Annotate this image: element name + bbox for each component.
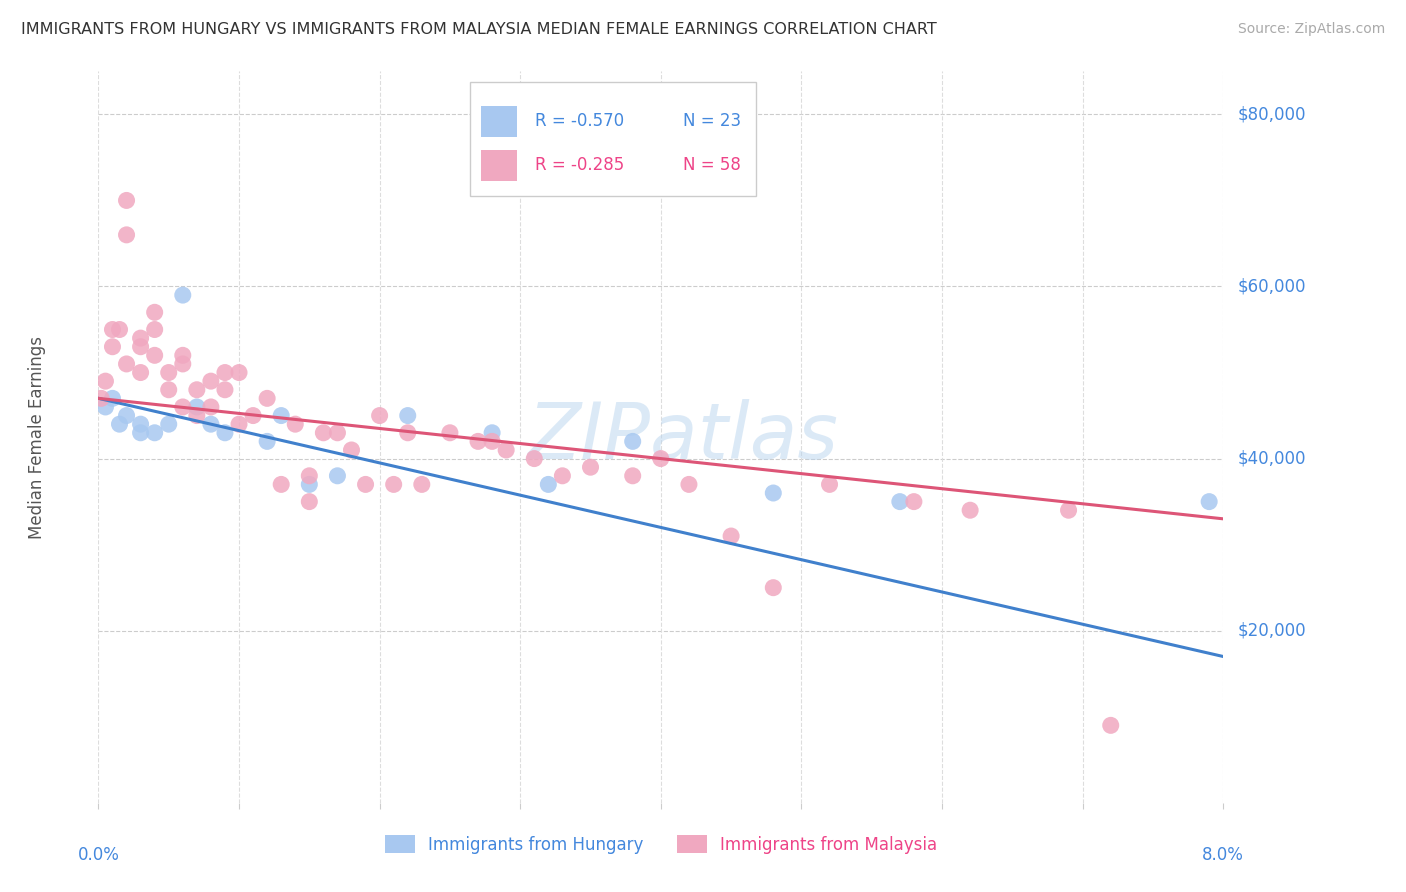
Point: [129, 425, 152, 440]
Text: IMMIGRANTS FROM HUNGARY VS IMMIGRANTS FROM MALAYSIA MEDIAN FEMALE EARNINGS CORRE: IMMIGRANTS FROM HUNGARY VS IMMIGRANTS FR…: [21, 22, 936, 37]
Point: [129, 417, 152, 432]
Point: [481, 434, 503, 449]
Point: [214, 425, 236, 440]
Point: [396, 425, 419, 440]
Point: [298, 468, 321, 483]
Point: [242, 409, 264, 423]
Point: [903, 494, 925, 508]
Point: [354, 477, 377, 491]
Text: N = 58: N = 58: [683, 156, 741, 174]
Point: [200, 374, 222, 388]
Point: [94, 374, 117, 388]
Text: 0.0%: 0.0%: [77, 846, 120, 863]
Point: [172, 288, 194, 302]
Point: [312, 425, 335, 440]
Legend: Immigrants from Hungary, Immigrants from Malaysia: Immigrants from Hungary, Immigrants from…: [378, 829, 943, 860]
Point: [621, 434, 644, 449]
Point: [551, 468, 574, 483]
Text: R = -0.285: R = -0.285: [534, 156, 624, 174]
Text: $20,000: $20,000: [1237, 622, 1306, 640]
Point: [889, 494, 911, 508]
Point: [101, 340, 124, 354]
Text: ZIPatlas: ZIPatlas: [527, 399, 839, 475]
Point: [481, 425, 503, 440]
Point: [200, 400, 222, 414]
Point: [467, 434, 489, 449]
Point: [270, 409, 292, 423]
Point: [228, 417, 250, 432]
Point: [256, 434, 278, 449]
Point: [396, 409, 419, 423]
Point: [650, 451, 672, 466]
Text: N = 23: N = 23: [683, 112, 741, 130]
Point: [108, 417, 131, 432]
Point: [129, 331, 152, 345]
Point: [326, 468, 349, 483]
Point: [143, 348, 166, 362]
Point: [101, 322, 124, 336]
FancyBboxPatch shape: [470, 82, 756, 195]
Point: [1057, 503, 1080, 517]
Point: [382, 477, 405, 491]
Point: [157, 366, 180, 380]
Text: $40,000: $40,000: [1237, 450, 1306, 467]
Point: [228, 366, 250, 380]
Point: [94, 400, 117, 414]
Point: [172, 348, 194, 362]
Point: [621, 468, 644, 483]
Point: [172, 400, 194, 414]
Point: [762, 486, 785, 500]
Point: [143, 322, 166, 336]
Point: [214, 366, 236, 380]
Point: [143, 305, 166, 319]
Point: [129, 366, 152, 380]
Point: [523, 451, 546, 466]
Point: [298, 477, 321, 491]
Point: [214, 383, 236, 397]
Point: [1099, 718, 1122, 732]
Point: [579, 460, 602, 475]
Point: [200, 417, 222, 432]
Point: [172, 357, 194, 371]
Point: [270, 477, 292, 491]
Text: R = -0.570: R = -0.570: [534, 112, 624, 130]
Point: [1198, 494, 1220, 508]
Point: [340, 442, 363, 457]
Point: [157, 383, 180, 397]
Point: [143, 425, 166, 440]
Point: [818, 477, 841, 491]
Point: [90, 392, 112, 406]
Point: [284, 417, 307, 432]
Point: [186, 383, 208, 397]
FancyBboxPatch shape: [481, 151, 517, 181]
Point: [678, 477, 700, 491]
Point: [439, 425, 461, 440]
Point: [157, 417, 180, 432]
Point: [495, 442, 517, 457]
Point: [115, 409, 138, 423]
Point: [959, 503, 981, 517]
Text: $80,000: $80,000: [1237, 105, 1306, 123]
Point: [129, 340, 152, 354]
Point: [115, 227, 138, 242]
Text: 8.0%: 8.0%: [1202, 846, 1244, 863]
Point: [101, 392, 124, 406]
Text: Median Female Earnings: Median Female Earnings: [28, 335, 45, 539]
Point: [326, 425, 349, 440]
FancyBboxPatch shape: [481, 106, 517, 137]
Text: $60,000: $60,000: [1237, 277, 1306, 295]
Point: [298, 494, 321, 508]
Point: [115, 357, 138, 371]
Point: [368, 409, 391, 423]
Text: Source: ZipAtlas.com: Source: ZipAtlas.com: [1237, 22, 1385, 37]
Point: [537, 477, 560, 491]
Point: [720, 529, 742, 543]
Point: [108, 322, 131, 336]
Point: [186, 400, 208, 414]
Point: [256, 392, 278, 406]
Point: [186, 409, 208, 423]
Point: [762, 581, 785, 595]
Point: [115, 194, 138, 208]
Point: [411, 477, 433, 491]
